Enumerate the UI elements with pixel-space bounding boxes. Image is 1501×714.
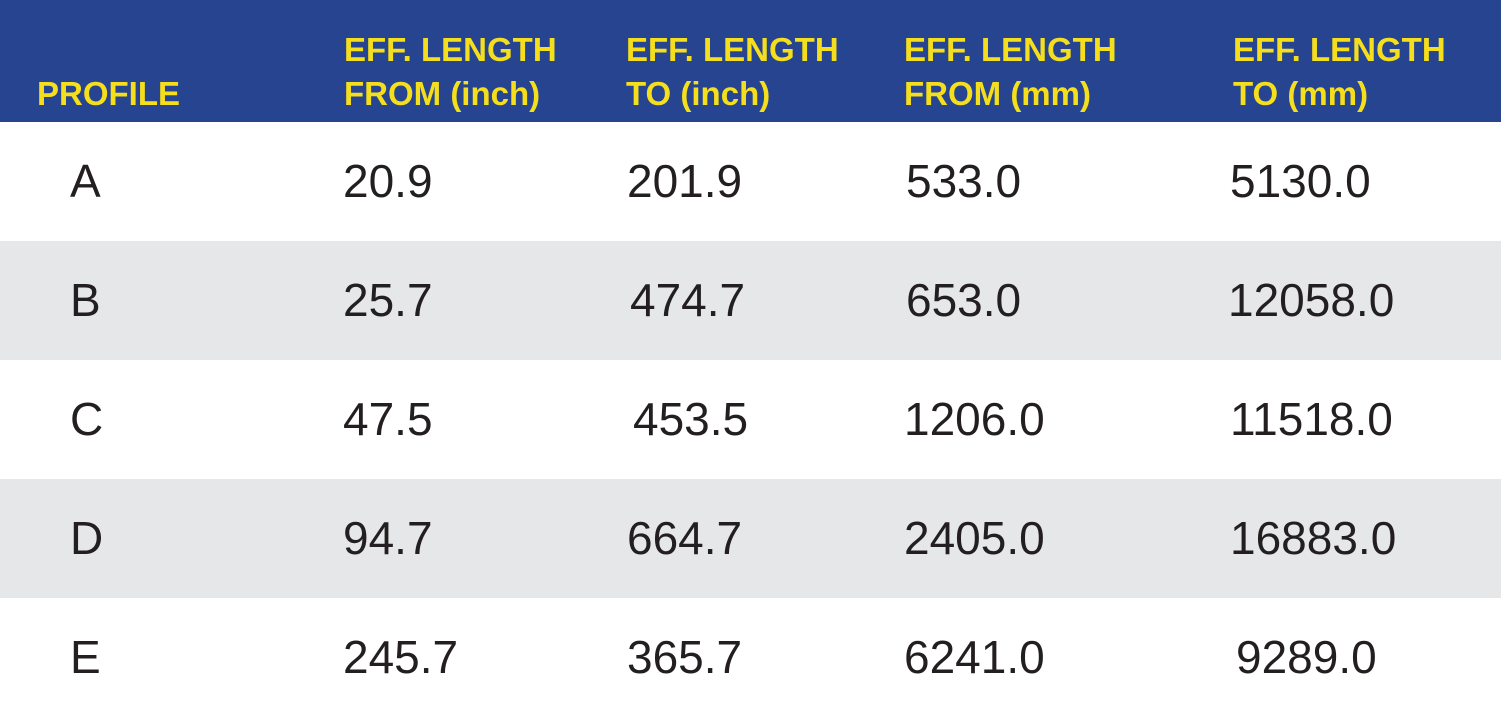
cell-profile: E bbox=[70, 631, 101, 683]
header-line1: EFF. LENGTH bbox=[1233, 31, 1446, 68]
header-eff-length-to-inch: EFF. LENGTH TO (inch) bbox=[626, 28, 839, 116]
table-row: C 47.5 453.5 1206.0 11518.0 bbox=[0, 360, 1501, 479]
cell-from-inch: 94.7 bbox=[343, 512, 433, 564]
header-eff-length-from-mm: EFF. LENGTH FROM (mm) bbox=[904, 28, 1117, 116]
header-eff-length-to-mm: EFF. LENGTH TO (mm) bbox=[1233, 28, 1446, 116]
header-profile-label: PROFILE bbox=[37, 75, 181, 112]
header-profile: PROFILE bbox=[37, 72, 180, 116]
cell-to-mm: 11518.0 bbox=[1230, 393, 1393, 445]
cell-profile: A bbox=[70, 155, 101, 207]
table-row: E 245.7 365.7 6241.0 9289.0 bbox=[0, 598, 1501, 714]
cell-from-mm: 653.0 bbox=[906, 274, 1022, 326]
table-row: A 20.9 201.9 533.0 5130.0 bbox=[0, 122, 1501, 241]
cell-from-inch: 47.5 bbox=[343, 393, 433, 445]
table-row: B 25.7 474.7 653.0 12058.0 bbox=[0, 241, 1501, 360]
cell-to-inch: 664.7 bbox=[627, 512, 743, 564]
header-line1: EFF. LENGTH bbox=[904, 31, 1117, 68]
cell-to-inch: 474.7 bbox=[630, 274, 746, 326]
cell-to-mm: 9289.0 bbox=[1236, 631, 1377, 683]
cell-from-inch: 25.7 bbox=[343, 274, 433, 326]
cell-from-mm: 533.0 bbox=[906, 155, 1022, 207]
cell-profile: B bbox=[70, 274, 101, 326]
cell-to-inch: 365.7 bbox=[627, 631, 743, 683]
header-eff-length-from-inch: EFF. LENGTH FROM (inch) bbox=[344, 28, 557, 116]
table-header: PROFILE EFF. LENGTH FROM (inch) EFF. LEN… bbox=[0, 0, 1501, 122]
cell-to-mm: 5130.0 bbox=[1230, 155, 1371, 207]
cell-profile: C bbox=[70, 393, 104, 445]
header-line2: TO (inch) bbox=[626, 75, 771, 112]
cell-from-inch: 20.9 bbox=[343, 155, 433, 207]
header-line2: FROM (mm) bbox=[904, 75, 1091, 112]
cell-to-mm: 16883.0 bbox=[1230, 512, 1397, 564]
header-line2: FROM (inch) bbox=[344, 75, 541, 112]
cell-to-inch: 453.5 bbox=[633, 393, 749, 445]
header-line1: EFF. LENGTH bbox=[344, 31, 557, 68]
table-row: D 94.7 664.7 2405.0 16883.0 bbox=[0, 479, 1501, 598]
cell-from-inch: 245.7 bbox=[343, 631, 459, 683]
cell-profile: D bbox=[70, 512, 104, 564]
header-line2: TO (mm) bbox=[1233, 75, 1369, 112]
cell-to-mm: 12058.0 bbox=[1228, 274, 1395, 326]
cell-from-mm: 6241.0 bbox=[904, 631, 1045, 683]
cell-to-inch: 201.9 bbox=[627, 155, 743, 207]
header-line1: EFF. LENGTH bbox=[626, 31, 839, 68]
cell-from-mm: 2405.0 bbox=[904, 512, 1045, 564]
cell-from-mm: 1206.0 bbox=[904, 393, 1045, 445]
